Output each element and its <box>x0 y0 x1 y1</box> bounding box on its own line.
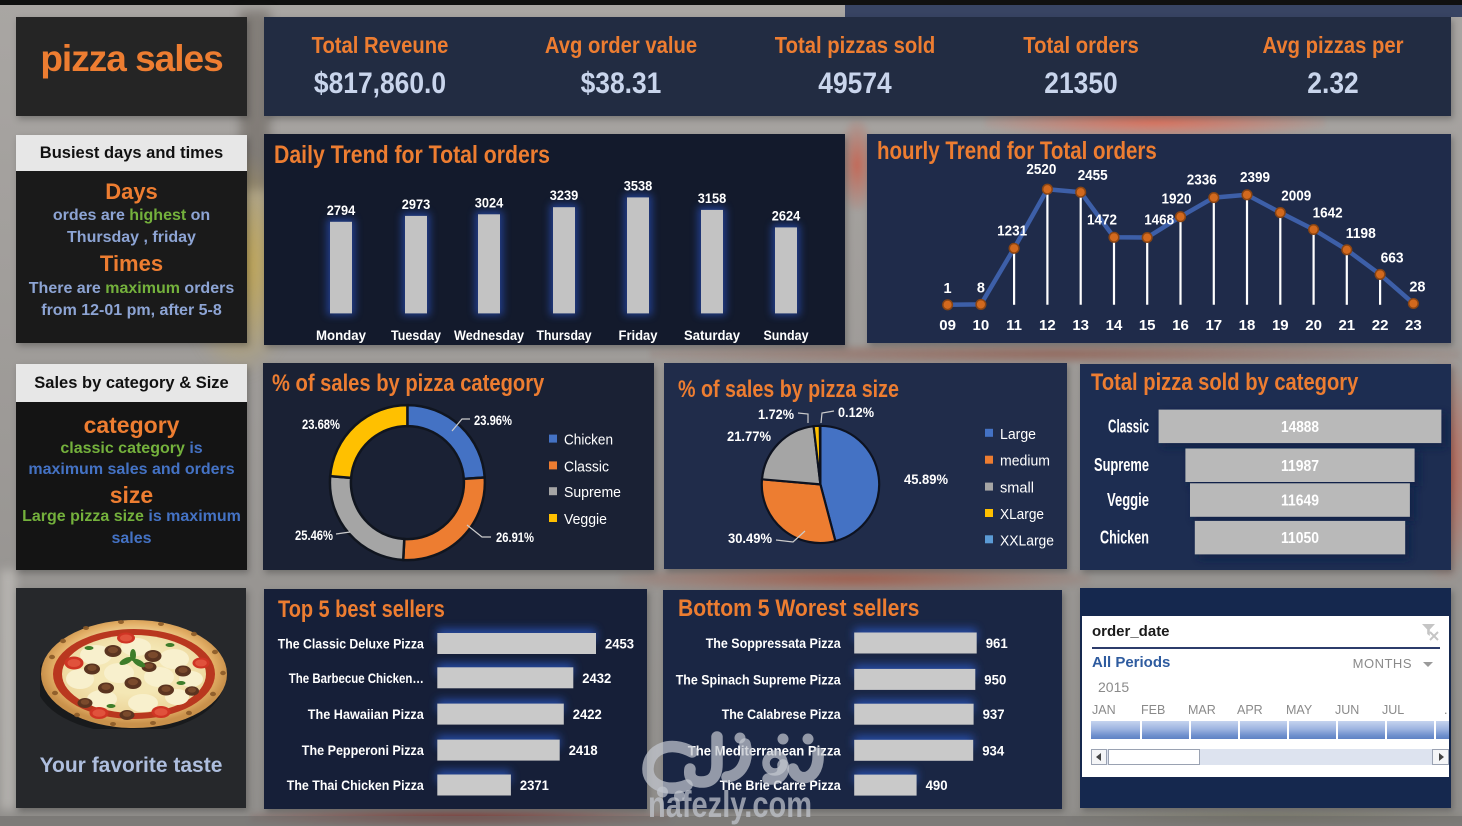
svg-text:small: small <box>1000 481 1034 497</box>
svg-text:2432: 2432 <box>582 671 611 686</box>
svg-text:11050: 11050 <box>1281 530 1319 547</box>
svg-text:3024: 3024 <box>475 195 504 210</box>
svg-text:1198: 1198 <box>1346 226 1376 242</box>
svg-text:2624: 2624 <box>772 208 801 223</box>
svg-text:Chicken: Chicken <box>1100 528 1149 548</box>
svg-text:3158: 3158 <box>698 191 727 206</box>
svg-text:18: 18 <box>1239 317 1256 334</box>
svg-text:Classic: Classic <box>1108 416 1149 436</box>
svg-text:21: 21 <box>1338 317 1355 334</box>
svg-text:2336: 2336 <box>1187 173 1217 189</box>
svg-text:490: 490 <box>926 778 948 793</box>
svg-text:The Barbecue Chicken…: The Barbecue Chicken… <box>289 670 424 686</box>
svg-text:The Spinach Supreme Pizza: The Spinach Supreme Pizza <box>676 671 841 687</box>
svg-text:The Calabrese Pizza: The Calabrese Pizza <box>722 706 841 722</box>
svg-text:2399: 2399 <box>1240 170 1270 186</box>
svg-text:The Pepperoni Pizza: The Pepperoni Pizza <box>302 742 424 758</box>
svg-text:20: 20 <box>1305 317 1322 334</box>
svg-text:8: 8 <box>977 280 985 296</box>
svg-text:09: 09 <box>939 317 956 334</box>
svg-text:13: 13 <box>1072 317 1089 334</box>
svg-text:The Classic Deluxe Pizza: The Classic Deluxe Pizza <box>278 636 424 652</box>
svg-text:11987: 11987 <box>1281 458 1319 475</box>
svg-text:14: 14 <box>1106 317 1123 334</box>
svg-text:Veggie: Veggie <box>1107 490 1149 510</box>
svg-text:30.49%: 30.49% <box>728 530 773 546</box>
svg-text:medium: medium <box>1000 454 1050 470</box>
svg-text:Monday: Monday <box>316 328 366 343</box>
svg-text:1642: 1642 <box>1313 206 1343 222</box>
svg-text:The Hawaiian Pizza: The Hawaiian Pizza <box>308 706 424 722</box>
svg-text:25.46%: 25.46% <box>295 528 333 543</box>
svg-text:Veggie: Veggie <box>564 512 607 528</box>
svg-text:950: 950 <box>984 672 1006 687</box>
svg-text:Chicken: Chicken <box>564 433 613 449</box>
svg-text:2520: 2520 <box>1026 162 1056 178</box>
svg-text:10: 10 <box>973 317 990 334</box>
svg-text:12: 12 <box>1039 317 1056 334</box>
svg-text:2453: 2453 <box>605 637 634 652</box>
svg-text:22: 22 <box>1372 317 1389 334</box>
svg-text:23.68%: 23.68% <box>302 417 340 432</box>
svg-text:1: 1 <box>944 281 952 297</box>
svg-text:2455: 2455 <box>1078 168 1108 184</box>
svg-text:17: 17 <box>1205 317 1222 334</box>
svg-text:Supreme: Supreme <box>564 485 621 501</box>
svg-text:1468: 1468 <box>1144 213 1174 229</box>
svg-text:Wednesday: Wednesday <box>454 328 524 343</box>
svg-text:21.77%: 21.77% <box>727 428 772 444</box>
svg-text:Tuesday: Tuesday <box>391 328 441 343</box>
svg-text:937: 937 <box>983 707 1005 722</box>
svg-text:Supreme: Supreme <box>1094 455 1149 475</box>
svg-text:XXLarge: XXLarge <box>1000 533 1054 549</box>
svg-text:The Thai Chicken Pizza: The Thai Chicken Pizza <box>287 777 424 793</box>
svg-text:2418: 2418 <box>569 743 598 758</box>
svg-text:19: 19 <box>1272 317 1289 334</box>
svg-text:23.96%: 23.96% <box>474 413 512 428</box>
svg-text:Friday: Friday <box>619 328 658 343</box>
svg-text:3538: 3538 <box>624 178 653 193</box>
svg-text:2009: 2009 <box>1281 189 1311 205</box>
svg-text:XLarge: XLarge <box>1000 507 1044 523</box>
svg-text:1472: 1472 <box>1087 212 1117 228</box>
svg-text:0.12%: 0.12% <box>838 404 874 420</box>
svg-text:11649: 11649 <box>1281 493 1319 510</box>
svg-text:934: 934 <box>982 743 1004 758</box>
svg-text:2371: 2371 <box>520 778 549 793</box>
svg-text:Sunday: Sunday <box>764 328 809 343</box>
svg-text:1231: 1231 <box>997 223 1027 239</box>
svg-text:The Soppressata Pizza: The Soppressata Pizza <box>706 635 841 651</box>
svg-text:26.91%: 26.91% <box>496 530 534 545</box>
svg-text:Classic: Classic <box>564 459 609 475</box>
svg-text:28: 28 <box>1409 280 1425 296</box>
svg-text:11: 11 <box>1006 317 1022 334</box>
svg-text:The Mediterranean Pizza: The Mediterranean Pizza <box>688 742 841 758</box>
svg-text:3239: 3239 <box>550 188 579 203</box>
svg-text:663: 663 <box>1381 250 1404 266</box>
svg-text:14888: 14888 <box>1281 419 1319 436</box>
svg-text:Thursday: Thursday <box>537 328 592 343</box>
svg-text:1920: 1920 <box>1162 192 1192 208</box>
svg-text:45.89%: 45.89% <box>904 471 949 487</box>
svg-text:2422: 2422 <box>573 707 602 722</box>
svg-text:1.72%: 1.72% <box>758 406 794 422</box>
svg-text:23: 23 <box>1405 317 1422 334</box>
svg-text:2794: 2794 <box>327 203 356 218</box>
svg-text:15: 15 <box>1139 317 1156 334</box>
svg-text:16: 16 <box>1172 317 1189 334</box>
svg-text:Saturday: Saturday <box>684 328 740 343</box>
svg-text:Large: Large <box>1000 427 1036 443</box>
svg-text:2973: 2973 <box>402 197 431 212</box>
svg-text:nafezly.com: nafezly.com <box>648 784 812 825</box>
svg-text:961: 961 <box>986 636 1008 651</box>
